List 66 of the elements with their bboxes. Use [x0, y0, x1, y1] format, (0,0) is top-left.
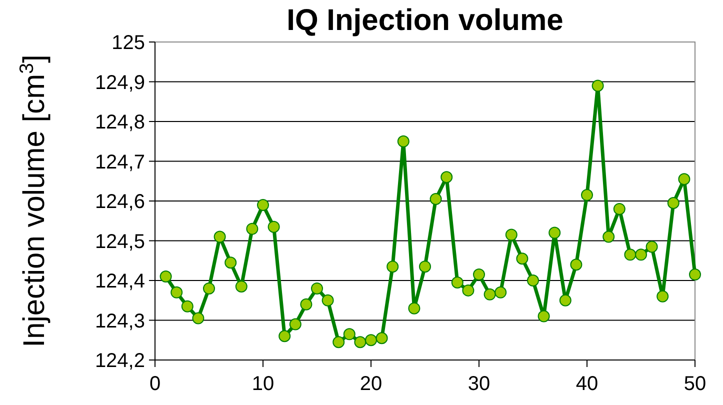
point [332, 336, 345, 348]
point [559, 294, 572, 306]
point [268, 220, 280, 233]
point [581, 189, 593, 202]
y-tick-label: 124,3 [94, 310, 145, 332]
point [289, 318, 302, 330]
point [322, 294, 334, 306]
point [419, 260, 431, 273]
point [635, 248, 647, 261]
point [613, 202, 626, 215]
point [386, 260, 399, 273]
point [160, 270, 172, 283]
point [181, 300, 194, 312]
point [278, 330, 291, 342]
point [451, 276, 464, 288]
point [494, 286, 507, 298]
point [408, 302, 420, 314]
point [678, 173, 690, 186]
point [527, 274, 539, 286]
point [376, 332, 388, 344]
y-tick-label: 125 [112, 32, 145, 54]
point [246, 222, 258, 235]
point [473, 268, 485, 281]
point [170, 286, 183, 298]
point [203, 282, 215, 294]
point [592, 80, 604, 92]
point [484, 288, 496, 300]
point [667, 196, 680, 209]
y-tick-label: 124,9 [94, 72, 145, 94]
point [430, 193, 442, 206]
point [214, 230, 226, 243]
point [624, 248, 636, 261]
point [235, 280, 248, 292]
point [516, 252, 528, 265]
point [257, 198, 269, 211]
point [300, 298, 312, 310]
point [548, 226, 561, 239]
y-tick-label: 124,4 [94, 270, 145, 292]
point [354, 336, 366, 348]
point [397, 135, 410, 148]
y-tick-label: 124,8 [94, 112, 145, 134]
point [570, 258, 582, 271]
point [505, 228, 518, 241]
x-tick-label: 20 [360, 373, 382, 395]
point [192, 312, 204, 324]
point [343, 328, 356, 340]
x-tick-label: 40 [576, 373, 598, 395]
point [656, 290, 669, 302]
point [689, 268, 701, 281]
y-tick-label: 124,2 [94, 350, 145, 372]
x-tick-label: 50 [684, 373, 706, 395]
x-tick-label: 10 [252, 373, 274, 395]
point [538, 310, 550, 322]
point [646, 240, 658, 253]
point [311, 282, 323, 294]
x-tick-label: 30 [468, 373, 490, 395]
y-tick-label: 124,6 [94, 191, 145, 213]
point [224, 256, 237, 269]
point [440, 171, 453, 184]
point [365, 334, 377, 346]
point [602, 230, 615, 243]
chart-title: IQ Injection volume [286, 4, 564, 37]
y-tick-label: 124,7 [94, 151, 145, 174]
y-tick-label: 124,5 [94, 230, 145, 253]
x-tick-label: 0 [149, 373, 161, 395]
point [462, 284, 474, 296]
